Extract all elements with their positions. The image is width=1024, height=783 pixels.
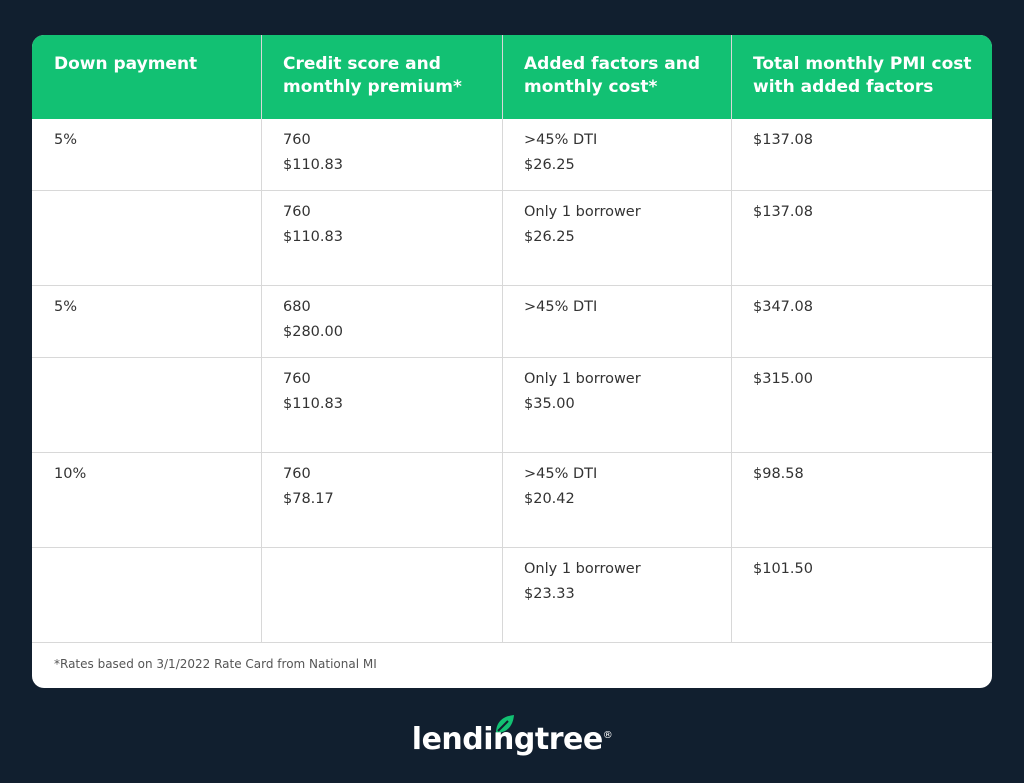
cell-line: 680	[283, 299, 311, 315]
cell-line: $20.42	[524, 491, 575, 507]
body-cell: $98.58	[731, 453, 992, 548]
cell-line: 10%	[54, 466, 87, 482]
body-cell: Only 1 borrower $23.33	[502, 548, 731, 643]
row-divider	[32, 285, 992, 286]
table-card: *Rates based on 3/1/2022 Rate Card from …	[32, 35, 992, 688]
cell-line: $110.83	[283, 157, 343, 173]
body-cell: Only 1 borrower $35.00	[502, 358, 731, 453]
table-header	[32, 35, 992, 119]
cell-line: 760	[283, 204, 311, 220]
body-cell: $315.00	[731, 358, 992, 453]
cell-line: $137.08	[753, 132, 813, 148]
body-cell: 760 $110.83	[261, 119, 502, 191]
logo: lendingtree®	[0, 722, 1024, 757]
cell-line: $98.58	[753, 466, 804, 482]
cell-line: >45% DTI	[524, 132, 598, 148]
footnote: *Rates based on 3/1/2022 Rate Card from …	[54, 657, 377, 671]
body-cell: $347.08	[731, 286, 992, 358]
column-divider	[502, 35, 503, 643]
body-cell	[261, 548, 502, 643]
cell-line: $35.00	[524, 396, 575, 412]
cell-line: $110.83	[283, 229, 343, 245]
logo-text: lendingtree	[411, 722, 603, 757]
logo-mark: ®	[602, 730, 613, 741]
cell-line: $137.08	[753, 204, 813, 220]
body-cell: >45% DTI $20.42	[502, 453, 731, 548]
body-cell	[32, 191, 261, 286]
cell-line: $280.00	[283, 324, 343, 340]
cell-line: Only 1 borrower	[524, 204, 641, 220]
body-cell: 760 $78.17	[261, 453, 502, 548]
cell-line: Only 1 borrower	[524, 371, 641, 387]
body-cell: >45% DTI $26.25	[502, 119, 731, 191]
body-cell: $137.08	[731, 191, 992, 286]
cell-line: $26.25	[524, 157, 575, 173]
body-cell: 760 $110.83	[261, 191, 502, 286]
body-cell: 10%	[32, 453, 261, 548]
row-divider	[32, 357, 992, 358]
body-cell: 5%	[32, 286, 261, 358]
body-cell: 680 $280.00	[261, 286, 502, 358]
header-line: Total monthly PMI cost	[753, 54, 972, 74]
cell-line: 760	[283, 466, 311, 482]
header-line: Credit score and	[283, 54, 441, 74]
row-divider	[32, 452, 992, 453]
header-line: Added factors and	[524, 54, 701, 74]
logo-leaf	[496, 715, 514, 733]
body-cell: $137.08	[731, 119, 992, 191]
cell-line: 5%	[54, 132, 78, 148]
header-cell: Down payment	[32, 35, 261, 119]
cell-line: 760	[283, 371, 311, 387]
row-divider	[32, 642, 992, 643]
column-divider	[261, 35, 262, 643]
cell-line: $26.25	[524, 229, 575, 245]
header-line: with added factors	[753, 77, 934, 97]
cell-line: $101.50	[753, 561, 813, 577]
header-cell: Total monthly PMI cost with added factors	[731, 35, 992, 119]
body-cell: 760 $110.83	[261, 358, 502, 453]
header-line: Down payment	[54, 54, 198, 74]
cell-line: $347.08	[753, 299, 813, 315]
body-cell: >45% DTI	[502, 286, 731, 358]
body-cell: 5%	[32, 119, 261, 191]
cell-line: $110.83	[283, 396, 343, 412]
cell-line: >45% DTI	[524, 466, 598, 482]
cell-line: 760	[283, 132, 311, 148]
row-divider	[32, 547, 992, 548]
row-divider	[32, 190, 992, 191]
body-cell	[32, 358, 261, 453]
cell-line: $23.33	[524, 586, 575, 602]
cell-line: Only 1 borrower	[524, 561, 641, 577]
cell-line: 5%	[54, 299, 78, 315]
cell-line: $78.17	[283, 491, 334, 507]
header-line: monthly cost*	[524, 77, 658, 97]
cell-line: >45% DTI	[524, 299, 598, 315]
header-line: monthly premium*	[283, 77, 462, 97]
column-divider	[731, 35, 732, 643]
cell-line: $315.00	[753, 371, 813, 387]
body-cell	[32, 548, 261, 643]
body-cell: $101.50	[731, 548, 992, 643]
body-cell: Only 1 borrower $26.25	[502, 191, 731, 286]
header-cell: Added factors and monthly cost*	[502, 35, 731, 119]
header-cell: Credit score and monthly premium*	[261, 35, 502, 119]
